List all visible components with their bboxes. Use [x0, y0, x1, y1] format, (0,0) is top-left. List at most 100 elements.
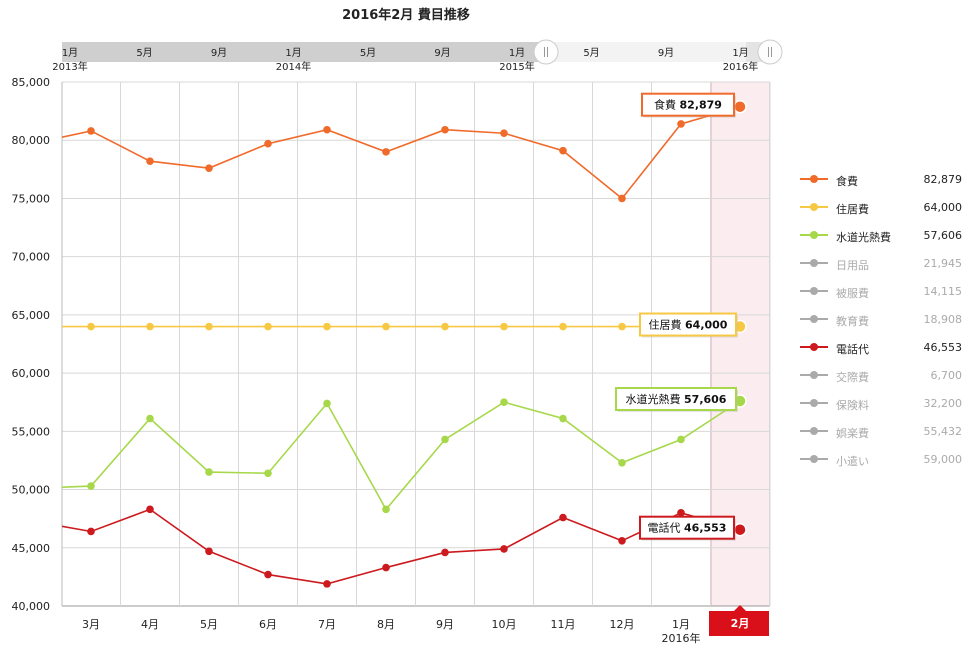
data-label-series-name: 住居費 — [649, 318, 686, 332]
navigator-month-label: 9月 — [211, 47, 227, 59]
x-tick-label: 6月 — [259, 618, 277, 631]
data-label-box — [641, 92, 735, 117]
navigator-month-label: 1月 — [509, 47, 525, 59]
navigator-month-label: 5月 — [360, 47, 376, 59]
legend-series-name: 交際費 — [836, 371, 869, 384]
series-point — [87, 527, 95, 536]
legend-marker-dot — [810, 175, 818, 183]
series-point — [500, 322, 508, 331]
legend-marker-dot — [810, 399, 818, 407]
navigator-month-label: 1月 — [62, 47, 78, 59]
series-point — [323, 399, 331, 408]
legend-marker-dot — [810, 455, 818, 463]
legend-series-value: 32,200 — [923, 397, 963, 410]
series-point — [382, 563, 390, 572]
legend-series-value: 59,000 — [923, 453, 963, 466]
series-line — [62, 400, 741, 511]
series-line — [62, 508, 741, 585]
series-住居費 — [62, 319, 747, 334]
data-label-value: 57,606 — [684, 393, 727, 406]
series-point — [205, 164, 213, 172]
legend-item[interactable]: 水道光熱費 57,606 — [800, 226, 970, 254]
legend-marker — [800, 343, 828, 351]
series-point — [264, 570, 272, 579]
navigator-window — [546, 42, 770, 62]
legend-marker-dot — [810, 231, 818, 239]
series-point — [146, 157, 154, 165]
data-label-value: 46,553 — [684, 522, 726, 535]
series-point — [441, 435, 449, 444]
series-point — [87, 482, 95, 490]
series-point — [618, 194, 626, 203]
legend-item[interactable]: 教育費 18,908 — [800, 310, 970, 338]
data-label-電話代: 電話代 46,553 — [639, 515, 736, 541]
legend-series-name: 被服費 — [836, 287, 869, 300]
series-point — [500, 398, 508, 407]
legend-series-name: 日用品 — [836, 259, 869, 272]
legend-marker-dot — [810, 427, 818, 435]
chart-title: 2016年2月 費目推移 — [342, 8, 470, 23]
series-point — [87, 127, 95, 135]
y-tick-label: 60,000 — [12, 367, 51, 380]
data-label-text: 水道光熱費 57,606 — [626, 392, 727, 406]
legend-series-value: 57,606 — [923, 229, 963, 242]
series-point — [441, 125, 449, 134]
navigator-year-label: 2015年 — [499, 60, 534, 73]
series-point — [500, 129, 508, 138]
legend-item[interactable]: 住居費 64,000 — [800, 198, 970, 226]
y-tick-label: 55,000 — [12, 425, 51, 438]
legend: 食費 82,879 住居費 64,000 水道光熱費 57,606 日用品 21,945 被服費… — [800, 170, 970, 478]
legend-item[interactable]: 小遣い 59,000 — [800, 450, 970, 478]
legend-series-value: 14,115 — [923, 285, 963, 298]
legend-item[interactable]: 被服費 14,115 — [800, 282, 970, 310]
data-label-text: 食費 82,879 — [654, 98, 722, 112]
series-point — [500, 545, 508, 553]
y-tick-label: 40,000 — [12, 600, 51, 613]
grid-lines — [61, 81, 771, 607]
selected-x-tick[interactable]: 2月 — [709, 605, 769, 636]
legend-marker — [800, 455, 828, 463]
legend-series-value: 18,908 — [923, 313, 963, 326]
legend-series-name: 保険料 — [836, 399, 869, 412]
series-point — [323, 580, 331, 588]
data-label-食費: 食費 82,879 — [641, 92, 736, 118]
legend-marker — [800, 371, 828, 379]
legend-item[interactable]: 食費 82,879 — [800, 170, 970, 198]
legend-marker-dot — [810, 259, 818, 267]
data-label-box — [615, 386, 737, 411]
x-tick-label: 2月 — [731, 617, 750, 630]
legend-marker — [800, 315, 828, 323]
legend-marker-dot — [810, 203, 818, 211]
series-point — [618, 458, 626, 467]
legend-item[interactable]: 交際費 6,700 — [800, 366, 970, 394]
series-水道光熱費 — [62, 394, 747, 514]
series-point — [618, 536, 626, 545]
data-label-text: 住居費 64,000 — [649, 318, 728, 332]
legend-item[interactable]: 保険料 32,200 — [800, 394, 970, 422]
legend-item[interactable]: 電話代 46,553 — [800, 338, 970, 366]
x-tick-label: 9月 — [436, 618, 454, 631]
legend-marker — [800, 231, 828, 239]
series-point — [618, 322, 626, 331]
legend-series-name: 娯楽費 — [836, 427, 869, 440]
x-tick-label: 3月 — [82, 618, 100, 631]
series-layer — [62, 99, 747, 588]
data-label-series-name: 電話代 — [648, 521, 685, 535]
selected-x-tick-box — [709, 611, 769, 636]
legend-marker — [800, 259, 828, 267]
data-label-box — [639, 515, 735, 540]
legend-series-value: 55,432 — [923, 425, 963, 438]
navigator-left-handle[interactable] — [533, 39, 559, 65]
series-point — [205, 468, 213, 476]
selected-x-tick-pointer — [734, 605, 746, 611]
legend-series-name: 食費 — [836, 175, 858, 188]
navigator-month-label: 9月 — [434, 47, 450, 59]
series-point — [264, 469, 272, 478]
legend-item[interactable]: 娯楽費 55,432 — [800, 422, 970, 450]
legend-item[interactable]: 日用品 21,945 — [800, 254, 970, 282]
x-tick-year-label: 2016年 — [662, 631, 701, 645]
navigator-right-handle[interactable] — [757, 39, 783, 65]
